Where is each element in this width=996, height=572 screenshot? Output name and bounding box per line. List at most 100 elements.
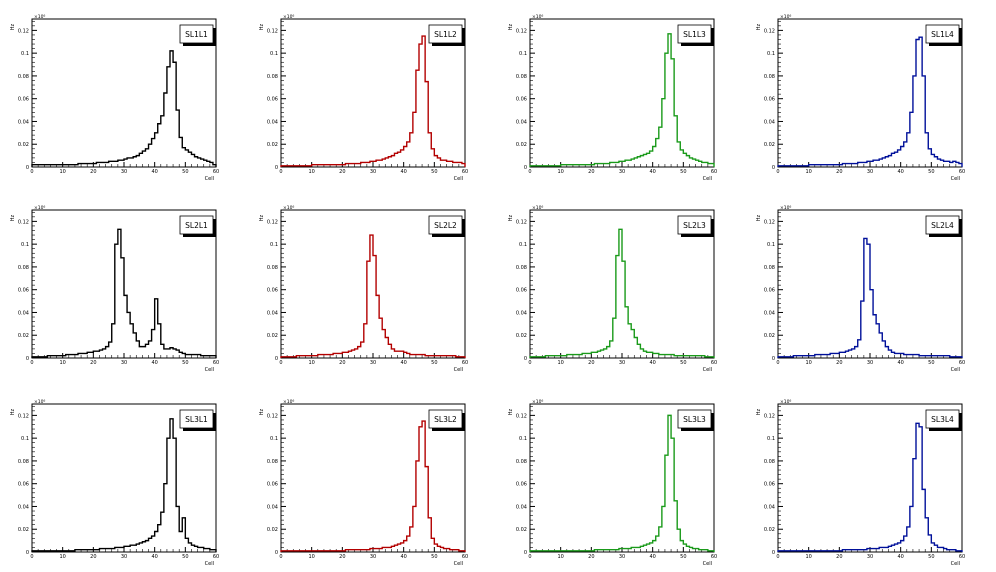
chart-title: SL1L4: [931, 30, 954, 39]
y-tick-label: 0.04: [764, 310, 775, 316]
y-tick-label: 0.12: [764, 219, 775, 225]
y-tick-label: 0: [26, 165, 29, 171]
y-tick-label: 0.1: [767, 51, 775, 57]
x-tick-label: 60: [462, 554, 468, 560]
chart-title: SL1L2: [434, 30, 457, 39]
x-tick-label: 30: [370, 169, 376, 175]
x-axis-label: Cell: [703, 367, 712, 373]
title-box-shadow: [929, 234, 962, 237]
x-tick-label: 30: [867, 360, 873, 366]
x-tick-label: 40: [400, 554, 406, 560]
x-tick-label: 20: [836, 360, 842, 366]
x-tick-label: 40: [897, 554, 903, 560]
histogram-series-line: [777, 422, 963, 552]
x-tick-label: 30: [619, 360, 625, 366]
x-tick-label: 20: [588, 360, 594, 366]
title-box: [925, 215, 960, 235]
y-axis-exponent: ×10⁶: [780, 205, 791, 211]
y-tick-label: 0.06: [764, 288, 775, 294]
x-tick-label: 40: [151, 360, 157, 366]
x-tick-label: 0: [279, 360, 282, 366]
x-tick-label: 10: [59, 169, 65, 175]
y-tick-label: 0.04: [267, 119, 278, 125]
y-tick-label: 0: [772, 356, 775, 362]
y-tick-label: 0.1: [21, 51, 29, 57]
x-tick-label: 10: [308, 169, 314, 175]
x-tick-label: 20: [339, 554, 345, 560]
x-tick-label: 10: [805, 360, 811, 366]
x-tick-label: 20: [90, 360, 96, 366]
x-tick-label: 20: [339, 169, 345, 175]
title-box: [179, 409, 214, 429]
histogram-panel: 0.02 0.04 0.06 0.08 0.1 0.12 00 10 20 30 40 50 60Cel…: [508, 205, 717, 373]
x-tick-label: 50: [431, 554, 437, 560]
x-tick-label: 0: [279, 554, 282, 560]
x-tick-label: 30: [370, 360, 376, 366]
title-box-shadow: [432, 428, 465, 431]
x-tick-label: 60: [462, 360, 468, 366]
title-box: [179, 215, 214, 235]
y-axis-exponent: ×10⁶: [283, 399, 294, 405]
y-tick-label: 0.1: [270, 436, 278, 442]
x-tick-label: 50: [928, 360, 934, 366]
title-box: [925, 24, 960, 44]
chart-title: SL2L1: [185, 221, 208, 230]
histogram-series-line: [280, 420, 466, 552]
x-tick-label: 10: [805, 169, 811, 175]
y-tick-label: 0: [26, 356, 29, 362]
x-tick-label: 20: [836, 554, 842, 560]
x-axis-label: Cell: [454, 561, 463, 567]
y-tick-label: 0.04: [18, 310, 29, 316]
x-tick-label: 10: [805, 554, 811, 560]
x-tick-label: 10: [59, 554, 65, 560]
title-box-shadow: [213, 413, 216, 431]
x-tick-label: 50: [182, 169, 188, 175]
x-tick-label: 50: [182, 360, 188, 366]
title-box-shadow: [213, 28, 216, 46]
y-axis-exponent: ×10⁶: [34, 14, 45, 20]
title-box: [677, 409, 712, 429]
histogram-series-line: [529, 414, 715, 552]
histogram-series-line: [31, 418, 217, 552]
x-tick-label: 20: [90, 169, 96, 175]
y-tick-label: 0: [26, 550, 29, 556]
y-tick-label: 0.08: [18, 459, 29, 465]
y-tick-label: 0.1: [270, 51, 278, 57]
histogram-series-line: [777, 237, 963, 358]
chart-title: SL2L2: [434, 221, 457, 230]
title-box: [677, 24, 712, 44]
y-tick-label: 0.04: [267, 504, 278, 510]
y-tick-label: 0.12: [516, 219, 527, 225]
x-tick-label: 40: [649, 554, 655, 560]
x-tick-label: 40: [649, 360, 655, 366]
chart-title: SL3L2: [434, 415, 457, 424]
x-tick-label: 40: [400, 360, 406, 366]
y-tick-label: 0.12: [764, 28, 775, 34]
title-box: [428, 215, 463, 235]
y-tick-label: 0.08: [267, 459, 278, 465]
histogram-panel: 0.02 0.04 0.06 0.08 0.1 0.12 00 10 20 30 40 50 60Cel…: [756, 205, 965, 373]
title-box-shadow: [959, 413, 962, 431]
y-tick-label: 0.08: [516, 74, 527, 80]
y-tick-label: 0.04: [516, 310, 527, 316]
title-box: [428, 24, 463, 44]
y-tick-label: 0: [772, 165, 775, 171]
y-tick-label: 0.12: [18, 28, 29, 34]
y-axis-exponent: ×10⁶: [532, 205, 543, 211]
y-axis-exponent: ×10⁶: [532, 399, 543, 405]
y-axis-exponent: ×10⁶: [283, 14, 294, 20]
title-box-shadow: [183, 234, 216, 237]
y-axis-exponent: ×10⁶: [780, 399, 791, 405]
x-tick-label: 40: [897, 360, 903, 366]
y-axis-exponent: ×10⁶: [34, 205, 45, 211]
y-tick-label: 0.1: [21, 242, 29, 248]
y-tick-label: 0: [275, 165, 278, 171]
y-tick-label: 0.06: [516, 97, 527, 103]
x-tick-label: 50: [680, 554, 686, 560]
y-axis-exponent: ×10⁶: [283, 205, 294, 211]
y-tick-label: 0: [772, 550, 775, 556]
x-axis-label: Cell: [454, 367, 463, 373]
title-box-shadow: [711, 413, 714, 431]
x-tick-label: 30: [121, 554, 127, 560]
x-tick-label: 0: [30, 360, 33, 366]
